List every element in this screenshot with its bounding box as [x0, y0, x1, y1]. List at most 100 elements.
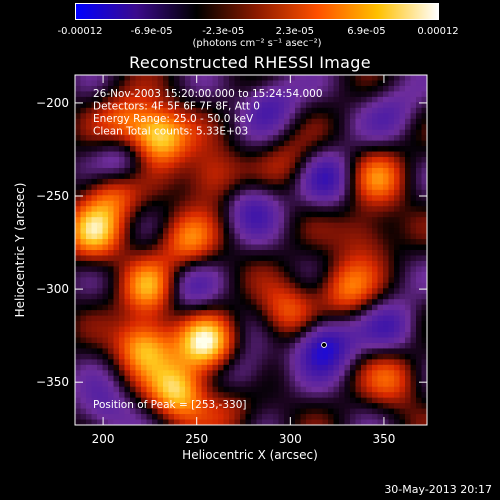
heatmap-cell [344, 266, 351, 273]
heatmap-cell [124, 299, 131, 306]
heatmap-cell [185, 244, 192, 251]
heatmap-cell [328, 293, 335, 300]
heatmap-cell [75, 271, 82, 278]
heatmap-cell [135, 282, 142, 289]
heatmap-cell [350, 386, 357, 393]
heatmap-cell [207, 244, 214, 251]
heatmap-cell [185, 392, 192, 399]
heatmap-cell [339, 419, 346, 425]
heatmap-cell [91, 102, 98, 109]
heatmap-cell [328, 91, 335, 98]
heatmap-cell [289, 146, 296, 153]
heatmap-cell [135, 129, 142, 136]
heatmap-cell [196, 151, 203, 158]
heatmap-cell [355, 381, 362, 388]
heatmap-cell [267, 85, 274, 93]
heatmap-cell [179, 233, 186, 240]
heatmap-cell [251, 321, 258, 328]
heatmap-cell [201, 211, 208, 218]
heatmap-cell [405, 293, 412, 300]
heatmap-cell [174, 310, 181, 317]
heatmap-cell [284, 364, 291, 371]
heatmap-cell [102, 364, 109, 371]
heatmap-cell [300, 260, 307, 268]
heatmap-cell [306, 277, 313, 284]
heatmap-cell [207, 206, 214, 213]
heatmap-cell [311, 271, 318, 278]
heatmap-cell [251, 91, 258, 98]
heatmap-cell [234, 403, 241, 410]
heatmap-cell [119, 408, 126, 415]
heatmap-cell [174, 414, 181, 421]
heatmap-cell [223, 271, 230, 278]
heatmap-cell [251, 151, 258, 158]
heatmap-cell [207, 250, 214, 257]
heatmap-cell [399, 392, 406, 399]
heatmap-cell [388, 162, 395, 169]
heatmap-cell [339, 75, 346, 82]
heatmap-cell [91, 244, 98, 251]
heatmap-cell [322, 96, 329, 103]
heatmap-cell [245, 206, 252, 213]
heatmap-cell [278, 151, 285, 158]
heatmap-cell [399, 364, 406, 371]
heatmap-cell [218, 250, 225, 257]
heatmap-cell [152, 211, 159, 218]
heatmap-cell [190, 118, 197, 125]
heatmap-cell [344, 239, 351, 246]
heatmap-cell [135, 140, 142, 147]
heatmap-cell [97, 321, 104, 328]
heatmap-cell [201, 392, 208, 399]
heatmap-cell [344, 140, 351, 147]
heatmap-cell [218, 189, 225, 196]
heatmap-cell [135, 337, 142, 344]
heatmap-cell [240, 206, 247, 213]
heatmap-cell [399, 266, 406, 273]
heatmap-cell [339, 381, 346, 388]
heatmap-cell [157, 96, 164, 103]
heatmap-cell [135, 255, 142, 262]
heatmap-cell [229, 189, 236, 196]
heatmap-cell [218, 96, 225, 103]
heatmap-cell [102, 266, 109, 273]
heatmap-cell [383, 348, 390, 355]
heatmap-cell [234, 244, 241, 251]
heatmap-cell [108, 129, 115, 136]
heatmap-cell [344, 260, 351, 268]
heatmap-cell [339, 255, 346, 262]
heatmap-cell [174, 260, 181, 268]
heatmap-cell [80, 222, 87, 229]
heatmap-cell [185, 255, 192, 262]
heatmap-cell [372, 266, 379, 273]
heatmap-cell [80, 244, 87, 251]
heatmap-cell [410, 151, 417, 158]
heatmap-cell [394, 353, 401, 360]
heatmap-cell [86, 353, 93, 360]
heatmap-cell [262, 250, 269, 257]
heatmap-cell [168, 200, 175, 207]
heatmap-cell [328, 250, 335, 257]
heatmap-cell [273, 321, 280, 328]
heatmap-cell [223, 113, 230, 120]
heatmap-cell [75, 113, 82, 120]
heatmap-cell [168, 75, 175, 82]
heatmap-cell [262, 353, 269, 360]
heatmap-cell [196, 113, 203, 120]
heatmap-cell [278, 178, 285, 185]
heatmap-cell [372, 195, 379, 202]
heatmap-cell [91, 173, 98, 180]
heatmap-cell [157, 348, 164, 355]
heatmap-cell [322, 167, 329, 175]
heatmap-cell [229, 255, 236, 262]
heatmap-cell [163, 332, 170, 339]
heatmap-cell [262, 211, 269, 218]
heatmap-cell [405, 271, 412, 278]
heatmap-cell [306, 266, 313, 273]
heatmap-cell [212, 178, 219, 185]
heatmap-cell [350, 288, 357, 295]
heatmap-cell [410, 118, 417, 125]
heatmap-cell [267, 271, 274, 278]
heatmap-cell [86, 359, 93, 366]
heatmap-cell [328, 146, 335, 153]
heatmap-cell [383, 178, 390, 185]
